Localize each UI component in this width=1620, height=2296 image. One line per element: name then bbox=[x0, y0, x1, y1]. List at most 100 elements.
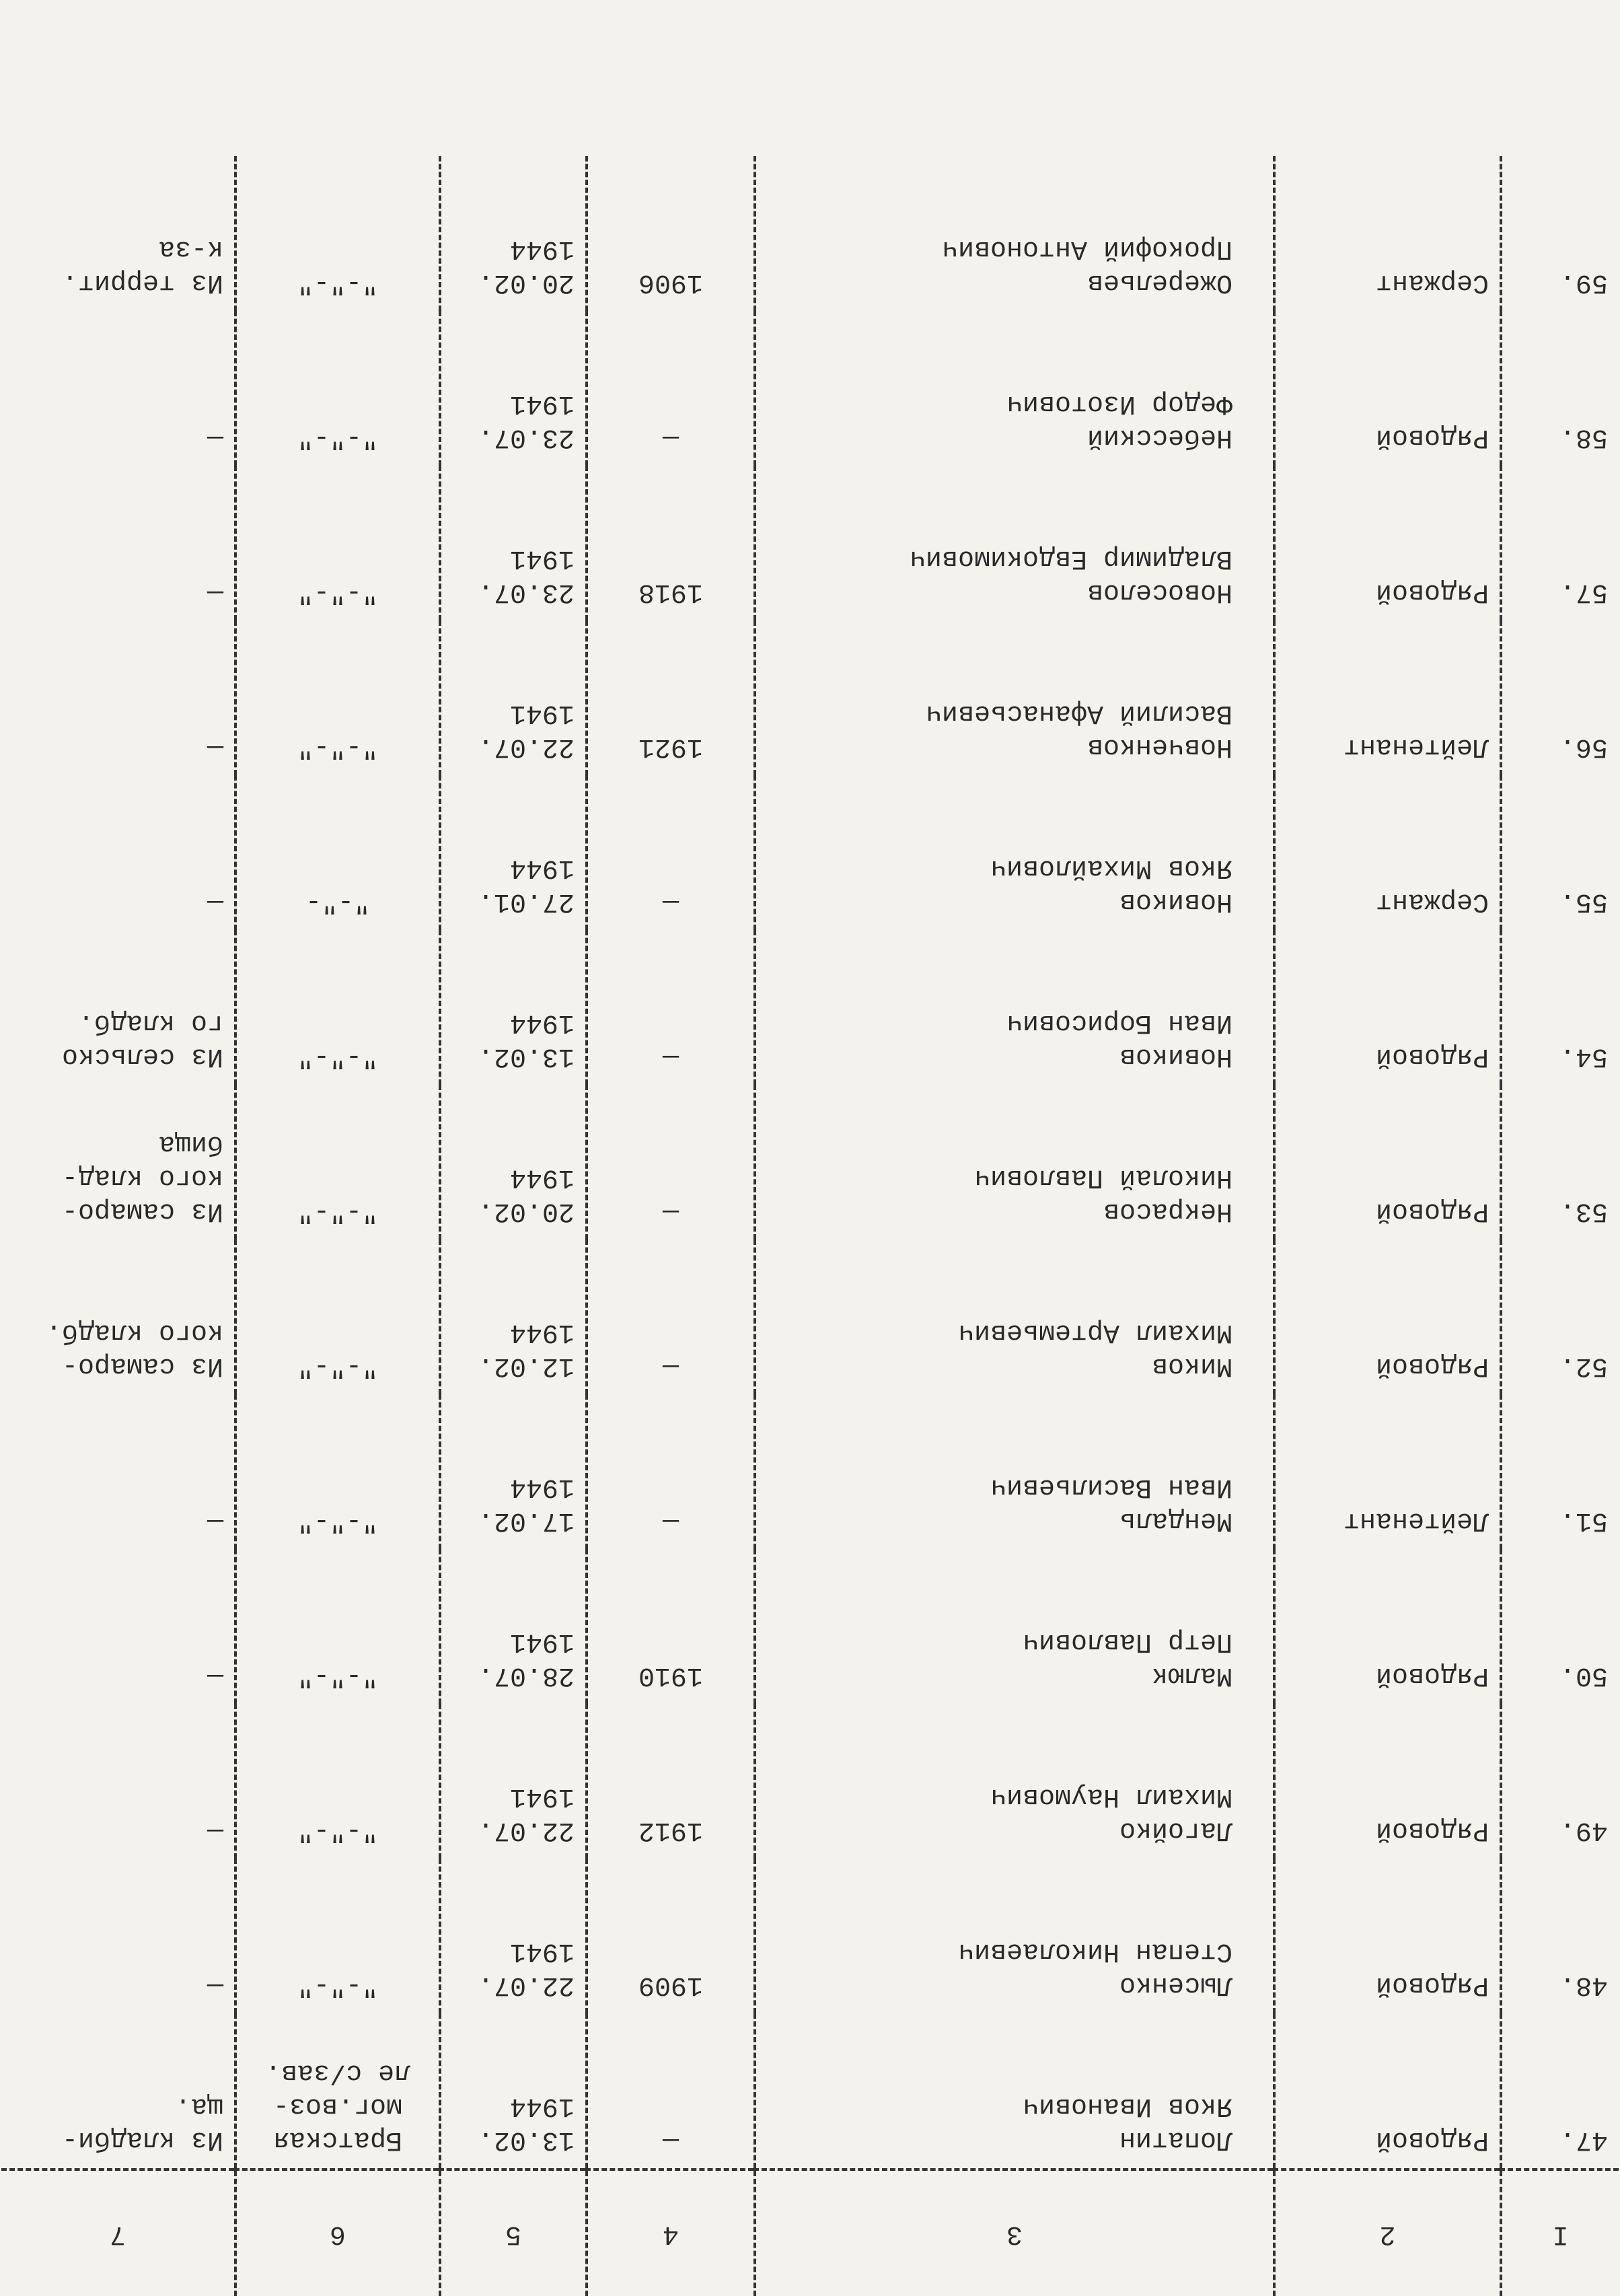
birth-year: — bbox=[587, 775, 755, 930]
burial-place: "-"-" bbox=[235, 466, 440, 620]
row-number: 50. bbox=[1559, 1660, 1608, 1690]
column-number: 4 bbox=[587, 2169, 755, 2296]
note: Из террит. к-за bbox=[1, 156, 235, 311]
full-name: Новченков Василий Афанасьевич bbox=[755, 620, 1274, 775]
rank: Сержант bbox=[1274, 156, 1501, 311]
death-date: 27.01. 1944 bbox=[440, 775, 587, 930]
birth-year: — bbox=[587, 2013, 755, 2169]
burial-place: "-"-" bbox=[235, 1859, 440, 2013]
rank: Рядовой bbox=[1274, 1240, 1501, 1394]
column-number: 3 bbox=[755, 2169, 1274, 2296]
table-row: 59. Сержант Ожерельев Прокофий Антонович 19… bbox=[1, 156, 1619, 311]
row-number: 53. bbox=[1559, 1196, 1608, 1226]
rank: Рядовой bbox=[1274, 1704, 1501, 1859]
rank: Рядовой bbox=[1274, 1859, 1501, 2013]
burial-place: "-"-" bbox=[235, 1549, 440, 1704]
death-date: 22.07. 1941 bbox=[440, 620, 587, 775]
full-name: Некрасов Николай Павлович bbox=[755, 1085, 1274, 1240]
burial-place: "-"-" bbox=[235, 1394, 440, 1549]
burial-place: "-"-" bbox=[235, 930, 440, 1085]
death-date: 20.02. 1944 bbox=[440, 156, 587, 311]
row-number: 58. bbox=[1559, 422, 1608, 452]
death-date: 22.07. 1941 bbox=[440, 1704, 587, 1859]
full-name: Миков Михаил Артемьевич bbox=[755, 1240, 1274, 1394]
birth-year: 1918 bbox=[587, 466, 755, 620]
note: — bbox=[1, 620, 235, 775]
birth-year: — bbox=[587, 311, 755, 466]
death-date: 22.07. 1941 bbox=[440, 1859, 587, 2013]
rank: Рядовой bbox=[1274, 1085, 1501, 1240]
rank: Сержант bbox=[1274, 775, 1501, 930]
row-number: 55. bbox=[1559, 886, 1608, 917]
table-row: 50. Рядовой Малюк Петр Павлович 1910 28.07. … bbox=[1, 1549, 1619, 1704]
birth-year: 1909 bbox=[587, 1859, 755, 2013]
row-number: 56. bbox=[1559, 731, 1608, 762]
note: — bbox=[1, 311, 235, 466]
note: Из кладби- ща. bbox=[1, 2013, 235, 2169]
death-date: 13.02. 1944 bbox=[440, 2013, 587, 2169]
full-name: Новиков Иван Борисович bbox=[755, 930, 1274, 1085]
rank: Лейтенант bbox=[1274, 620, 1501, 775]
column-number: 6 bbox=[235, 2169, 440, 2296]
note: — bbox=[1, 466, 235, 620]
table-row: 47. Рядовой Лопатин Яков Иванович —13.02. 1… bbox=[1, 2013, 1619, 2169]
row-number: 49. bbox=[1559, 1815, 1608, 1845]
table-row: 52. Рядовой Миков Михаил Артемьевич —12.02.… bbox=[1, 1240, 1619, 1394]
row-number: 59. bbox=[1559, 267, 1608, 297]
row-number: 51. bbox=[1559, 1505, 1608, 1536]
full-name: Малюк Петр Павлович bbox=[755, 1549, 1274, 1704]
death-date: 23.07. 1941 bbox=[440, 466, 587, 620]
column-number: 5 bbox=[440, 2169, 587, 2296]
birth-year: 1912 bbox=[587, 1704, 755, 1859]
note: — bbox=[1, 1394, 235, 1549]
burial-place: "-"-" bbox=[235, 311, 440, 466]
full-name: Новиков Яков Михайлович bbox=[755, 775, 1274, 930]
burial-place: Братская мог.воз- ле с/зав. bbox=[235, 2013, 440, 2169]
burial-place: "-"-" bbox=[235, 156, 440, 311]
full-name: Лысенко Степан Николаевич bbox=[755, 1859, 1274, 2013]
death-date: 20.02. 1944 bbox=[440, 1085, 587, 1240]
birth-year: 1921 bbox=[587, 620, 755, 775]
burial-place: "-"-" bbox=[235, 620, 440, 775]
death-date: 23.07. 1941 bbox=[440, 311, 587, 466]
burial-place: "-"-" bbox=[235, 1704, 440, 1859]
full-name: Мендаль Иван Васильевич bbox=[755, 1394, 1274, 1549]
rank: Рядовой bbox=[1274, 930, 1501, 1085]
column-number: 7 bbox=[1, 2169, 235, 2296]
table-row: 48. Рядовой Лысенко Степан Николаевич 1909 2… bbox=[1, 1859, 1619, 2013]
column-number: 2 bbox=[1274, 2169, 1501, 2296]
table-row: 53. Рядовой Некрасов Николай Павлович —20.0… bbox=[1, 1085, 1619, 1240]
row-number: 54. bbox=[1559, 1041, 1608, 1071]
death-date: 13.02. 1944 bbox=[440, 930, 587, 1085]
row-number: 52. bbox=[1559, 1351, 1608, 1381]
birth-year: — bbox=[587, 1240, 755, 1394]
note: Из сельско го кладб. bbox=[1, 930, 235, 1085]
burial-place: "-"-" bbox=[235, 1240, 440, 1394]
table-row: 55. Сержант Новиков Яков Михайлович —27.01.… bbox=[1, 775, 1619, 930]
birth-year: 1906 bbox=[587, 156, 755, 311]
birth-year: 1910 bbox=[587, 1549, 755, 1704]
full-name: Лопатин Яков Иванович bbox=[755, 2013, 1274, 2169]
rank: Рядовой bbox=[1274, 311, 1501, 466]
note: — bbox=[1, 1549, 235, 1704]
death-date: 12.02. 1944 bbox=[440, 1240, 587, 1394]
burial-place: "-"-" bbox=[235, 1085, 440, 1240]
table-row: 49. Рядовой Лагойко Михаил Наумович 1912 22.… bbox=[1, 1704, 1619, 1859]
table-row: 57. Рядовой Новоселов Владимир Евдокимович… bbox=[1, 466, 1619, 620]
note: — bbox=[1, 1704, 235, 1859]
full-name: Лагойко Михаил Наумович bbox=[755, 1704, 1274, 1859]
full-name: Новоселов Владимир Евдокимович bbox=[755, 466, 1274, 620]
table-row: 58. Рядовой Небесский Федор Изотович —23.07… bbox=[1, 311, 1619, 466]
burial-place: "-"- bbox=[235, 775, 440, 930]
birth-year: — bbox=[587, 1085, 755, 1240]
note: Из самаро- кого кладб. bbox=[1, 1240, 235, 1394]
birth-year: — bbox=[587, 1394, 755, 1549]
row-number: 48. bbox=[1559, 1970, 1608, 2000]
table-row: 56. Лейтенант Новченков Василий Афанасьеви… bbox=[1, 620, 1619, 775]
note: Из самаро- кого клад- бища bbox=[1, 1085, 235, 1240]
birth-year: — bbox=[587, 930, 755, 1085]
rank: Рядовой bbox=[1274, 466, 1501, 620]
